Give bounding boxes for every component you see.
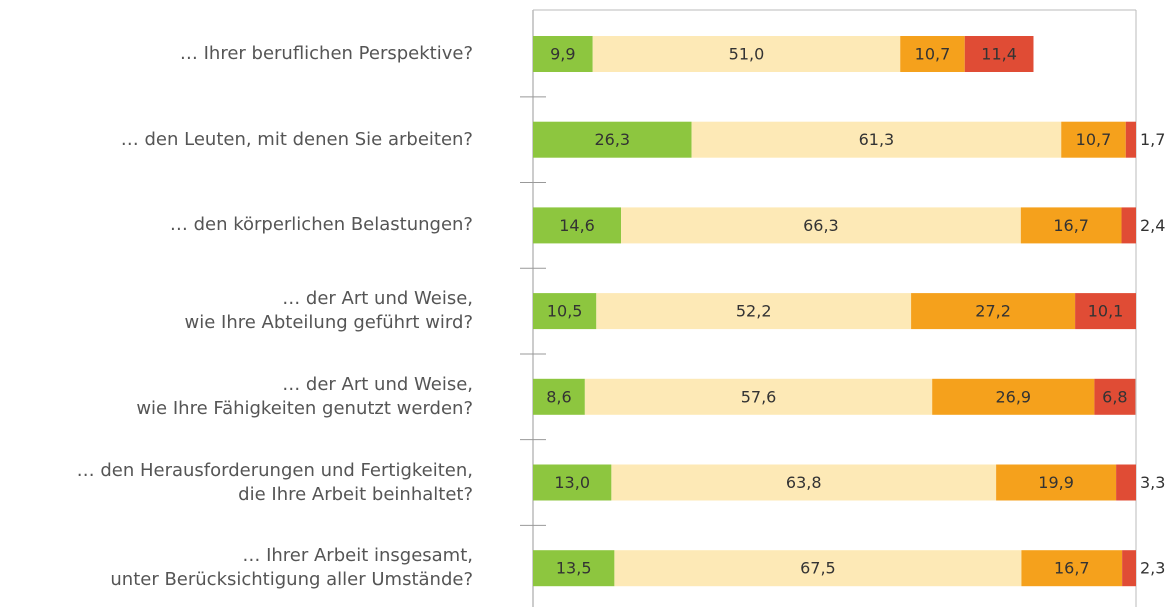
bar-segment	[996, 464, 1117, 501]
bar-segment	[533, 293, 597, 330]
bar-segment	[592, 36, 901, 72]
category-label: … den körperlichen Belastungen?	[169, 214, 473, 236]
bar-segment	[1125, 121, 1136, 158]
value-label: 52,2	[736, 302, 772, 321]
value-label: 8,6	[546, 387, 571, 406]
category-label: … der Art und Weise, wie Ihre Fähigkeite…	[136, 373, 473, 419]
value-label: 16,7	[1053, 216, 1089, 235]
value-label: 3,3	[1140, 473, 1165, 492]
bar-segment	[533, 36, 593, 72]
bar-segment	[533, 550, 615, 587]
value-label: 51,0	[729, 45, 765, 64]
bar-segment	[533, 378, 585, 415]
bar-segment	[1116, 464, 1136, 501]
bar-segment	[964, 36, 1034, 72]
bar-segment	[911, 293, 1076, 330]
value-label: 11,4	[981, 45, 1017, 64]
bar-segment	[533, 207, 622, 244]
bar-segment	[1061, 121, 1126, 158]
value-label: 14,6	[559, 216, 595, 235]
value-label: 10,1	[1088, 302, 1124, 321]
value-label: 13,0	[554, 473, 590, 492]
bar-segment	[932, 378, 1095, 415]
bar-segment	[596, 293, 912, 330]
bar-segment	[584, 378, 933, 415]
value-label: 66,3	[803, 216, 839, 235]
bar-segment	[1121, 207, 1136, 244]
bar-segment	[1075, 293, 1136, 330]
bar-segment	[900, 36, 965, 72]
value-label: 61,3	[859, 130, 895, 149]
bar-segment	[621, 207, 1021, 244]
value-label: 2,4	[1140, 216, 1165, 235]
category-label: … den Leuten, mit denen Sie arbeiten?	[120, 128, 473, 150]
value-label: 10,5	[547, 302, 583, 321]
value-label: 19,9	[1038, 473, 1074, 492]
value-label: 10,7	[1076, 130, 1112, 149]
value-label: 57,6	[741, 387, 777, 406]
value-label: 13,5	[556, 559, 592, 578]
category-label: … Ihrer beruflichen Perspektive?	[179, 43, 473, 64]
bar-segment	[1094, 378, 1136, 415]
value-label: 6,8	[1102, 387, 1127, 406]
bar-segment	[614, 550, 1022, 587]
value-label: 63,8	[786, 473, 822, 492]
value-label: 1,7	[1140, 130, 1165, 149]
value-label: 16,7	[1054, 559, 1090, 578]
value-label: 2,3	[1140, 559, 1165, 578]
value-label: 26,3	[594, 130, 630, 149]
value-label: 67,5	[800, 559, 836, 578]
bar-segment	[1122, 550, 1136, 587]
bar-segment	[533, 464, 612, 501]
value-label: 27,2	[975, 302, 1011, 321]
bar-segment	[1021, 550, 1123, 587]
bar-segment	[691, 121, 1062, 158]
bar-segment	[533, 121, 692, 158]
value-label: 9,9	[550, 45, 575, 64]
value-label: 26,9	[995, 387, 1031, 406]
category-label: … der Art und Weise, wie Ihre Abteilung …	[184, 288, 474, 334]
bar-segment	[1020, 207, 1122, 244]
bar-segment	[611, 464, 997, 501]
value-label: 10,7	[915, 45, 951, 64]
category-label: … den Herausforderungen und Fertigkeiten…	[76, 459, 473, 505]
category-label: … Ihrer Arbeit insgesamt, unter Berücksi…	[110, 545, 473, 591]
